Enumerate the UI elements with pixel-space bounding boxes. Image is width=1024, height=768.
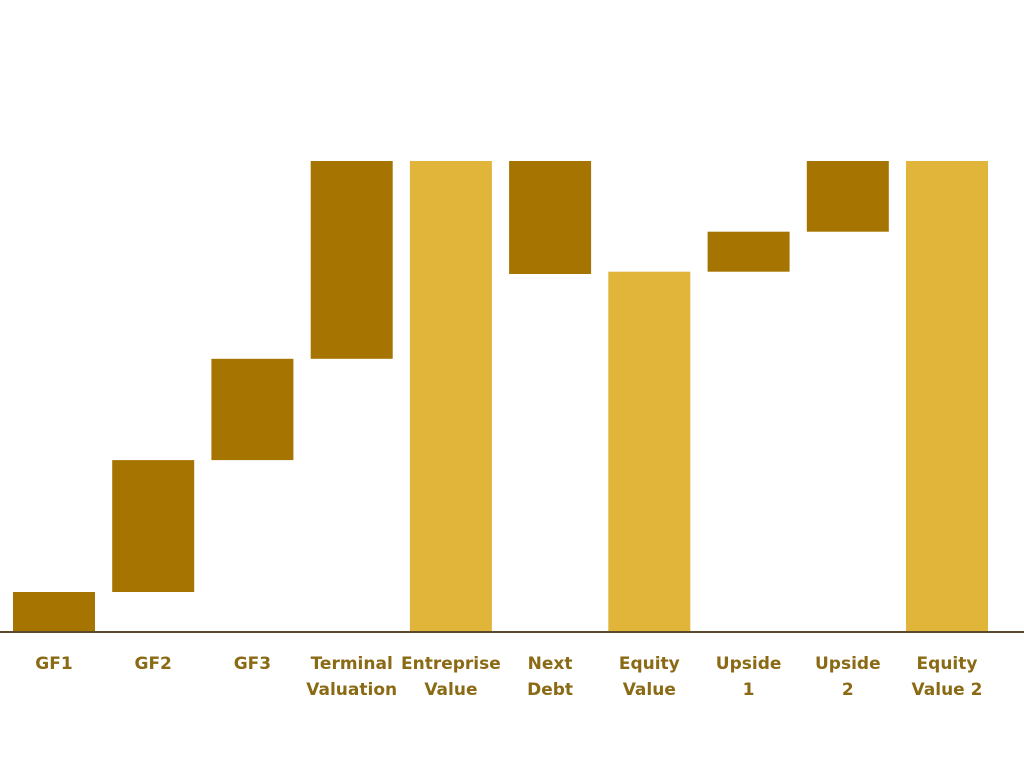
category-label-2: GF3 (234, 654, 271, 674)
bar-6 (608, 271, 691, 632)
category-label-9-line-1: Value 2 (912, 680, 983, 700)
bar-7 (707, 231, 790, 272)
category-label-0: GF1 (35, 654, 72, 674)
category-label-3-line-1: Valuation (306, 680, 397, 700)
category-label-5-line-0: Next (528, 654, 573, 674)
category-label-8-line-0: Upside (815, 654, 881, 674)
category-label-3-line-0: Terminal (311, 654, 393, 674)
category-label-4-line-0: Entreprise (401, 654, 501, 674)
bar-5 (509, 161, 592, 274)
category-label-4-line-1: Value (424, 680, 477, 700)
category-label-8-line-1: 2 (842, 680, 854, 700)
category-label-9-line-0: Equity (917, 654, 978, 674)
category-label-9: Equity Value 2 (912, 654, 983, 700)
bar-4 (409, 161, 492, 632)
category-label-5-line-1: Debt (527, 680, 573, 700)
category-label-1: GF2 (134, 654, 171, 674)
bar-2 (211, 358, 294, 461)
category-label-6-line-1: Value (623, 680, 676, 700)
category-label-4: Entreprise Value (401, 654, 501, 700)
category-label-7: Upside 1 (716, 654, 782, 700)
bar-1 (112, 460, 195, 592)
category-label-6: Equity Value (619, 654, 680, 700)
category-label-5: Next Debt (527, 654, 573, 700)
bar-8 (806, 161, 889, 232)
category-label-0-line-0: GF1 (35, 654, 72, 674)
bar-0 (13, 592, 95, 632)
category-label-2-line-0: GF3 (234, 654, 271, 674)
bar-9 (906, 161, 988, 632)
category-label-7-line-1: 1 (743, 680, 755, 700)
bar-3 (310, 161, 393, 359)
category-label-8: Upside 2 (815, 654, 881, 700)
bars-group (13, 161, 988, 632)
category-label-6-line-0: Equity (619, 654, 680, 674)
category-label-1-line-0: GF2 (134, 654, 171, 674)
category-label-7-line-0: Upside (716, 654, 782, 674)
category-label-3: Terminal Valuation (306, 654, 397, 700)
